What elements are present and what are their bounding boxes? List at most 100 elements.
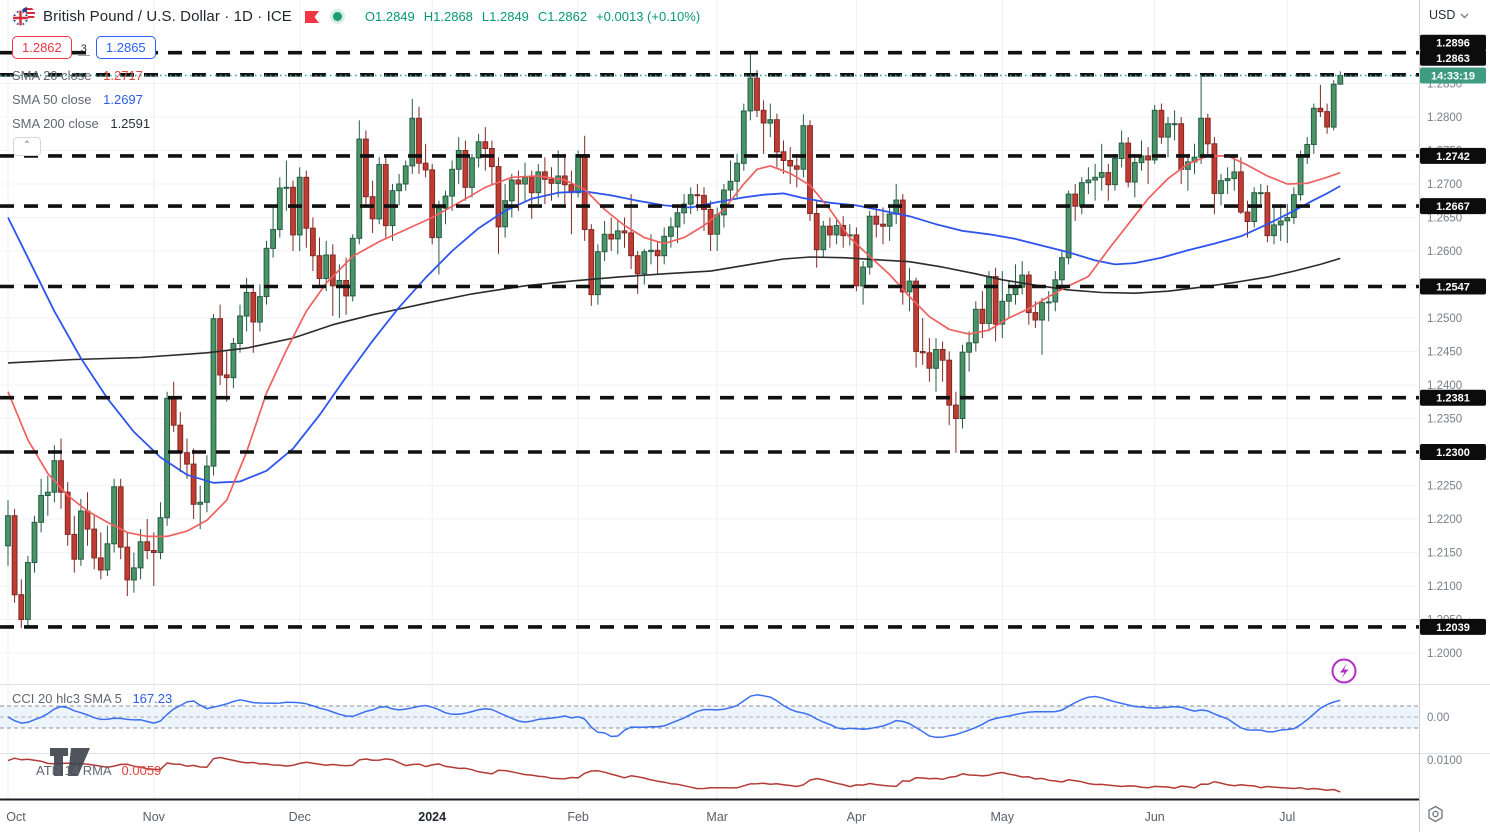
candle-body — [535, 171, 542, 194]
cci-axis-tick[interactable]: 0.00 — [1427, 712, 1449, 724]
price-level-label: 1.2547 — [1420, 278, 1486, 295]
candle-body — [953, 404, 959, 420]
time-axis-label[interactable]: Jun — [1145, 810, 1165, 824]
candle-body — [237, 315, 243, 344]
order-widget: 1.2862 3 1.2865 — [12, 36, 156, 59]
atr-line — [7, 756, 1341, 793]
price-axis-tick[interactable]: 1.2800 — [1427, 112, 1462, 124]
candle-body — [1032, 312, 1039, 321]
currency-selector[interactable]: USD — [1429, 8, 1469, 22]
candle-body — [906, 280, 913, 293]
scale-settings-button[interactable] — [1426, 805, 1445, 829]
candle-body — [5, 515, 11, 547]
candle-body — [449, 168, 456, 197]
price-axis-tick[interactable]: 1.2100 — [1427, 581, 1462, 593]
price-axis-tick[interactable]: 1.2250 — [1427, 481, 1462, 493]
low-value: L1.2849 — [481, 9, 529, 24]
atr-axis-tick[interactable]: 0.0100 — [1427, 755, 1462, 767]
candle-body — [820, 225, 827, 251]
close-value: C1.2862 — [537, 9, 588, 24]
time-axis-label[interactable]: May — [990, 810, 1014, 824]
candle-body — [999, 300, 1006, 325]
open-value: O1.2849 — [364, 9, 415, 24]
candle-body — [899, 199, 906, 293]
price-axis-tick[interactable]: 1.2600 — [1427, 246, 1462, 258]
candle-body — [1092, 176, 1098, 181]
price-axis-tick[interactable]: 1.2000 — [1427, 648, 1462, 660]
candle-body — [204, 465, 210, 503]
time-axis-label[interactable]: Oct — [6, 810, 26, 824]
time-axis-label[interactable]: Nov — [143, 810, 166, 824]
candle-body — [813, 213, 820, 251]
price-level-label: 1.2896 — [1420, 34, 1486, 51]
price-axis-tick[interactable]: 1.2450 — [1427, 347, 1462, 359]
candle-body — [1271, 224, 1277, 237]
candle-body — [1059, 257, 1065, 281]
price-axis-tick[interactable]: 1.2500 — [1427, 313, 1462, 325]
time-axis-label[interactable]: Feb — [567, 810, 589, 824]
candle-body — [654, 249, 661, 257]
candle-body — [528, 176, 535, 194]
legend-sma200[interactable]: SMA 200 close 1.2591 — [12, 116, 150, 131]
candle-body — [250, 292, 257, 323]
candle-body — [402, 165, 409, 185]
flagged-icon[interactable] — [304, 10, 320, 23]
atr-label: ATR 14 RMA — [36, 763, 111, 778]
candle-body — [290, 186, 296, 236]
sma200-value: 1.2591 — [110, 116, 151, 131]
candle-body — [217, 318, 223, 376]
candle-body — [1039, 302, 1045, 321]
time-axis-label[interactable]: Apr — [847, 810, 866, 824]
candle-body — [117, 486, 124, 548]
legend-sma50[interactable]: SMA 50 close 1.2697 — [12, 92, 143, 107]
legend-collapse-button[interactable]: ⌃ — [13, 137, 41, 156]
market-status-icon[interactable] — [332, 12, 342, 21]
candle-body — [1131, 162, 1138, 183]
candle-body — [1204, 117, 1211, 145]
candle-body — [1178, 123, 1185, 170]
symbol-title[interactable]: British Pound / U.S. Dollar · 1D · ICE — [43, 8, 292, 25]
candle-body — [522, 176, 528, 185]
candle-body — [1158, 109, 1165, 138]
candle-body — [78, 510, 84, 560]
time-axis-label[interactable]: Dec — [289, 810, 311, 824]
price-axis-tick[interactable]: 1.2700 — [1427, 179, 1462, 191]
candle-body — [939, 349, 946, 361]
svg-text:1.2896: 1.2896 — [1436, 38, 1470, 50]
sma20-value: 1.2717 — [103, 68, 143, 83]
candle-body — [131, 567, 137, 581]
candle-body — [1165, 123, 1171, 138]
price-axis-tick[interactable]: 1.2650 — [1427, 213, 1462, 225]
buy-button[interactable]: 1.2865 — [95, 36, 156, 59]
candle-body — [104, 543, 111, 571]
candle-body — [1277, 220, 1284, 226]
sma20-label: SMA 20 close — [12, 68, 92, 83]
atr-legend[interactable]: ATR 14 RMA 0.0059 — [36, 763, 161, 778]
price-axis-tick[interactable]: 1.2200 — [1427, 514, 1462, 526]
candle-body — [263, 247, 270, 298]
candle-body — [1085, 179, 1092, 184]
candle-body — [760, 109, 767, 124]
atr-value: 0.0059 — [121, 763, 162, 778]
candle-body — [595, 251, 601, 296]
countdown-label: 14:33:19 — [1420, 67, 1486, 84]
time-axis-label[interactable]: Mar — [706, 810, 728, 824]
price-axis-tick[interactable]: 1.2150 — [1427, 548, 1462, 560]
sell-button[interactable]: 1.2862 — [12, 36, 72, 59]
candle-body — [270, 229, 277, 249]
price-axis-tick[interactable]: 1.2400 — [1427, 380, 1462, 392]
candle-body — [1045, 301, 1052, 304]
time-axis-label[interactable]: Jul — [1279, 810, 1295, 824]
legend-sma20[interactable]: SMA 20 close 1.2717 — [12, 68, 143, 83]
sma200-line — [7, 256, 1341, 364]
lightning-icon[interactable] — [1331, 658, 1357, 684]
candle-body — [548, 178, 555, 184]
cci-label: CCI 20 hlc3 SMA 5 — [12, 691, 122, 706]
time-axis-label[interactable]: 2024 — [418, 810, 446, 824]
candle-body — [1198, 117, 1204, 158]
candle-body — [1211, 143, 1218, 194]
candle-body — [1324, 111, 1330, 128]
cci-legend[interactable]: CCI 20 hlc3 SMA 5 167.23 — [12, 691, 172, 706]
price-axis-tick[interactable]: 1.2350 — [1427, 414, 1462, 426]
